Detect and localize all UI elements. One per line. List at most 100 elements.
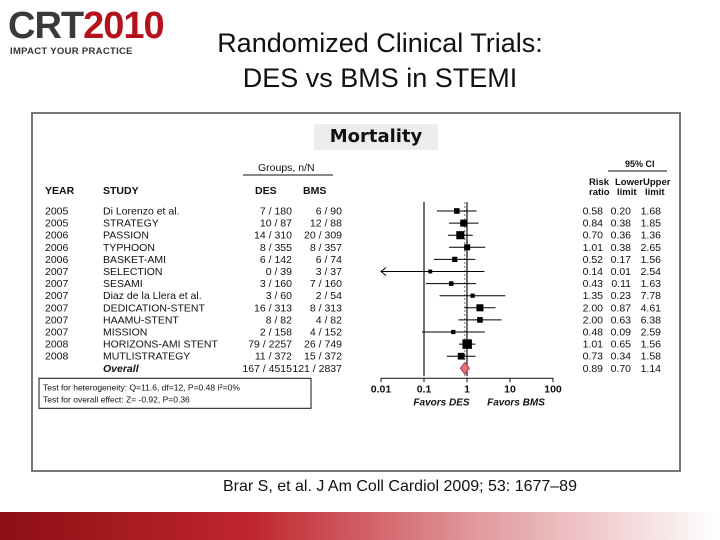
row-upper-limit: 1.56 xyxy=(641,339,662,351)
row-lower-limit: 0.65 xyxy=(611,339,632,351)
row-upper-limit: 1.56 xyxy=(641,254,662,266)
heterogeneity-test: Test for heterogeneity: Q=11.6, df=12, P… xyxy=(43,382,240,392)
row-upper-limit: 4.61 xyxy=(641,302,662,314)
row-lower-limit: 0.38 xyxy=(611,242,632,254)
row-year: 2006 xyxy=(45,242,69,254)
row-bms: 26 / 749 xyxy=(304,339,342,351)
row-lower-limit: 0.01 xyxy=(611,266,632,278)
row-lower-limit: 0.63 xyxy=(611,314,632,326)
logo-tagline: IMPACT YOUR PRACTICE xyxy=(10,46,133,57)
row-upper-limit: 2.54 xyxy=(641,266,662,278)
group-header: Groups, n/N xyxy=(258,162,315,174)
ci-arrow-left xyxy=(380,267,387,276)
row-bms: 4 / 152 xyxy=(310,327,342,339)
row-study: HORIZONS-AMI STENT xyxy=(103,339,219,351)
overall-effect-test: Test for overall effect: Z= -0.92, P=0.3… xyxy=(43,394,190,404)
row-des: 79 / 2257 xyxy=(248,339,292,351)
overall-label: Overall xyxy=(103,363,140,375)
logo-wordmark: CRT2010 xyxy=(8,4,165,48)
row-des: 3 / 60 xyxy=(266,290,292,302)
row-upper-limit: 1.58 xyxy=(641,351,662,363)
study-marker xyxy=(476,304,484,312)
row-des: 8 / 82 xyxy=(266,314,292,326)
row-upper-limit: 2.59 xyxy=(641,327,662,339)
row-upper-limit: 7.78 xyxy=(641,290,662,302)
col-header-lower: Lower xyxy=(615,177,643,188)
row-lower-limit: 0.36 xyxy=(611,230,632,242)
row-risk-ratio: 0.58 xyxy=(583,206,604,218)
slide-title-line-1: Randomized Clinical Trials: xyxy=(217,28,543,58)
row-bms: 6 / 90 xyxy=(316,206,342,218)
row-risk-ratio: 0.48 xyxy=(583,327,604,339)
row-study: MISSION xyxy=(103,327,147,339)
row-lower-limit: 0.23 xyxy=(611,290,632,302)
study-marker xyxy=(477,317,483,323)
row-year: 2005 xyxy=(45,218,69,230)
overall-diamond xyxy=(459,361,470,375)
col-header-risk: Risk xyxy=(589,177,610,188)
row-bms: 3 / 37 xyxy=(316,266,342,278)
study-marker xyxy=(452,256,458,263)
study-marker xyxy=(470,293,475,298)
col-header-ratio: ratio xyxy=(589,187,610,198)
row-lower-limit: 0.34 xyxy=(611,351,632,363)
col-header-bms: BMS xyxy=(303,185,326,197)
row-des: 10 / 87 xyxy=(260,218,292,230)
row-upper-limit: 1.68 xyxy=(641,206,662,218)
slide-title-line-2: DES vs BMS in STEMI xyxy=(242,63,518,93)
row-year: 2007 xyxy=(45,266,69,278)
row-risk-ratio: 0.43 xyxy=(583,278,604,290)
bottom-gradient-bar xyxy=(0,512,720,540)
row-study: TYPHOON xyxy=(103,242,155,254)
overall-upper-limit: 1.14 xyxy=(641,363,662,375)
row-upper-limit: 1.63 xyxy=(641,278,662,290)
row-des: 3 / 160 xyxy=(260,278,292,290)
row-year: 2007 xyxy=(45,278,69,290)
mortality-label: Mortality xyxy=(314,124,438,150)
row-bms: 8 / 313 xyxy=(310,302,342,314)
study-marker xyxy=(457,352,465,360)
row-bms: 12 / 88 xyxy=(310,218,342,230)
favors-bms-label: Favors BMS xyxy=(487,397,545,408)
row-study: HAAMU-STENT xyxy=(103,314,179,326)
col-header-year: YEAR xyxy=(45,185,75,197)
row-study: SELECTION xyxy=(103,266,163,278)
favors-des-label: Favors DES xyxy=(413,397,469,408)
row-study: PASSION xyxy=(103,230,149,242)
row-upper-limit: 1.85 xyxy=(641,218,662,230)
x-axis-tick-label: 1 xyxy=(464,383,470,395)
study-marker xyxy=(454,208,460,214)
row-risk-ratio: 0.52 xyxy=(583,254,604,266)
col-header-des: DES xyxy=(255,185,277,197)
row-lower-limit: 0.20 xyxy=(611,206,632,218)
row-lower-limit: 0.17 xyxy=(611,254,632,266)
row-bms: 4 / 82 xyxy=(316,314,342,326)
col-header-study: STUDY xyxy=(103,185,139,197)
logo-crt-text: CRT xyxy=(8,5,84,47)
study-marker xyxy=(451,329,456,335)
row-year: 2006 xyxy=(45,254,69,266)
row-upper-limit: 1.36 xyxy=(641,230,662,242)
study-marker xyxy=(462,339,472,349)
row-risk-ratio: 1.01 xyxy=(583,339,604,351)
overall-des: 167 / 4515 xyxy=(242,363,292,375)
row-upper-limit: 2.65 xyxy=(641,242,662,254)
row-des: 16 / 313 xyxy=(254,302,292,314)
col-header-upper-limit: limit xyxy=(645,187,665,198)
row-bms: 8 / 357 xyxy=(310,242,342,254)
study-marker xyxy=(464,244,471,251)
overall-bms: 121 / 2837 xyxy=(292,363,342,375)
row-lower-limit: 0.38 xyxy=(611,218,632,230)
row-year: 2005 xyxy=(45,206,69,218)
row-risk-ratio: 1.01 xyxy=(583,242,604,254)
row-year: 2008 xyxy=(45,339,69,351)
row-risk-ratio: 0.84 xyxy=(583,218,604,230)
row-bms: 15 / 372 xyxy=(304,351,342,363)
row-year: 2008 xyxy=(45,351,69,363)
overall-risk-ratio: 0.89 xyxy=(583,363,604,375)
forest-plot-figure: Mortality Groups, n/N 95% CI YEAR STUDY DES B… xyxy=(31,112,681,472)
row-des: 8 / 355 xyxy=(260,242,292,254)
ci-header: 95% CI xyxy=(625,159,655,169)
logo-year-text: 2010 xyxy=(83,5,165,47)
row-des: 0 / 39 xyxy=(266,266,292,278)
